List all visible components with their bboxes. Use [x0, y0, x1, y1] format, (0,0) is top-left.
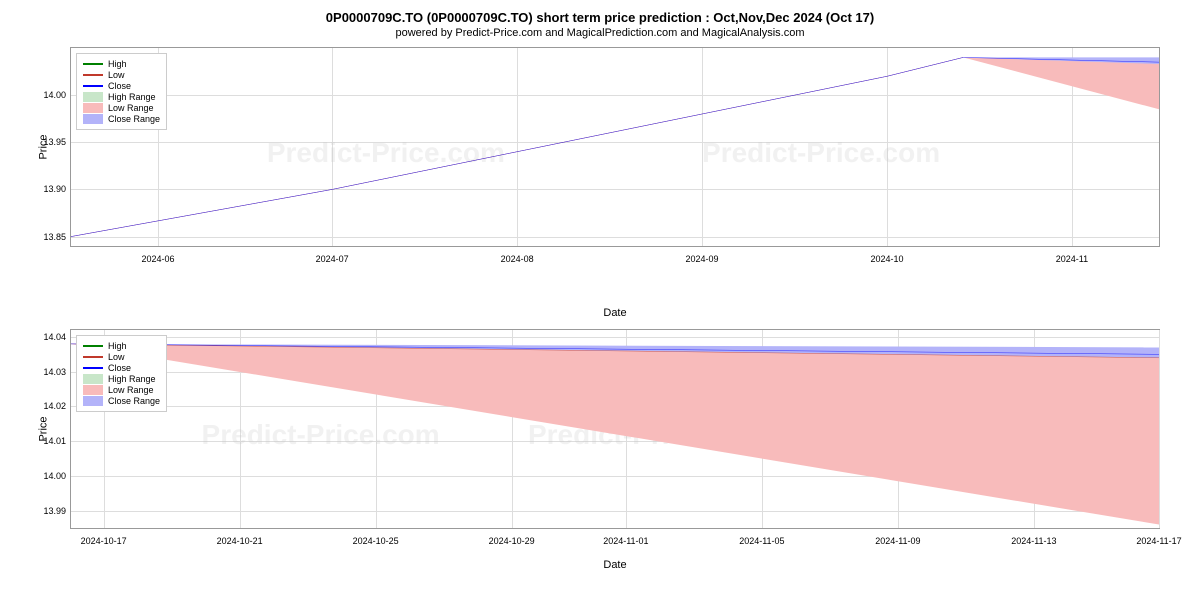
x-tick-label: 2024-11 [1056, 254, 1088, 264]
x-tick-label: 2024-10-17 [81, 536, 127, 546]
y-tick-label: 13.99 [26, 506, 66, 516]
legend-label: Low Range [108, 103, 154, 113]
x-tick-label: 2024-08 [501, 254, 534, 264]
legend-item: Low Range [83, 385, 160, 395]
legend-item: High [83, 341, 160, 351]
legend-swatch [83, 356, 103, 358]
legend-item: Low Range [83, 103, 160, 113]
legend-item: Close [83, 81, 160, 91]
x-tick-label: 2024-11-09 [875, 536, 920, 546]
legend-label: High Range [108, 92, 156, 102]
legend-label: High [108, 341, 127, 351]
legend-item: Low [83, 352, 160, 362]
chart-subtitle: powered by Predict-Price.com and Magical… [20, 27, 1180, 39]
legend-item: Close Range [83, 114, 160, 124]
y-tick-label: 13.95 [26, 137, 66, 147]
legend-label: Low [108, 70, 125, 80]
chart-svg [71, 48, 1159, 246]
chart-svg [71, 330, 1159, 528]
x-tick-label: 2024-11-13 [1011, 536, 1056, 546]
legend-item: High Range [83, 374, 160, 384]
chart-title: 0P0000709C.TO (0P0000709C.TO) short term… [20, 10, 1180, 25]
x-tick-label: 2024-09 [686, 254, 719, 264]
legend-label: Close [108, 363, 131, 373]
chart-bottom: HighLowCloseHigh RangeLow RangeClose Ran… [70, 329, 1160, 529]
y-tick-label: 14.00 [26, 471, 66, 481]
legend-label: Close Range [108, 396, 160, 406]
legend-swatch [83, 103, 103, 113]
legend-swatch [83, 114, 103, 124]
legend-label: Close Range [108, 114, 160, 124]
legend-swatch [83, 367, 103, 369]
legend-label: Low [108, 352, 125, 362]
x-axis-label-top: Date [70, 307, 1160, 319]
x-tick-label: 2024-10-21 [217, 536, 263, 546]
legend-bottom: HighLowCloseHigh RangeLow RangeClose Ran… [76, 335, 167, 412]
legend-label: High Range [108, 374, 156, 384]
x-axis-label-bottom: Date [70, 559, 1160, 571]
legend-swatch [83, 374, 103, 384]
y-tick-label: 14.00 [26, 90, 66, 100]
chart-top: HighLowCloseHigh RangeLow RangeClose Ran… [70, 47, 1160, 247]
legend-label: Close [108, 81, 131, 91]
legend-item: Close [83, 363, 160, 373]
legend-swatch [83, 63, 103, 65]
y-tick-label: 13.85 [26, 232, 66, 242]
legend-swatch [83, 385, 103, 395]
x-tick-label: 2024-10-25 [353, 536, 399, 546]
y-tick-label: 13.90 [26, 184, 66, 194]
y-tick-label: 14.02 [26, 401, 66, 411]
x-tick-label: 2024-11-05 [739, 536, 784, 546]
x-tick-label: 2024-10-29 [489, 536, 535, 546]
legend-label: Low Range [108, 385, 154, 395]
y-tick-label: 14.01 [26, 436, 66, 446]
x-tick-label: 2024-11-01 [603, 536, 648, 546]
x-tick-label: 2024-11-17 [1136, 536, 1181, 546]
legend-item: High Range [83, 92, 160, 102]
legend-swatch [83, 74, 103, 76]
x-tick-label: 2024-06 [142, 254, 175, 264]
legend-swatch [83, 85, 103, 87]
x-tick-label: 2024-07 [316, 254, 349, 264]
y-tick-label: 14.03 [26, 367, 66, 377]
legend-swatch [83, 92, 103, 102]
x-tick-label: 2024-10 [870, 254, 903, 264]
legend-item: High [83, 59, 160, 69]
legend-label: High [108, 59, 127, 69]
legend-item: Close Range [83, 396, 160, 406]
legend-swatch [83, 396, 103, 406]
y-tick-label: 14.04 [26, 332, 66, 342]
legend-swatch [83, 345, 103, 347]
legend-top: HighLowCloseHigh RangeLow RangeClose Ran… [76, 53, 167, 130]
legend-item: Low [83, 70, 160, 80]
